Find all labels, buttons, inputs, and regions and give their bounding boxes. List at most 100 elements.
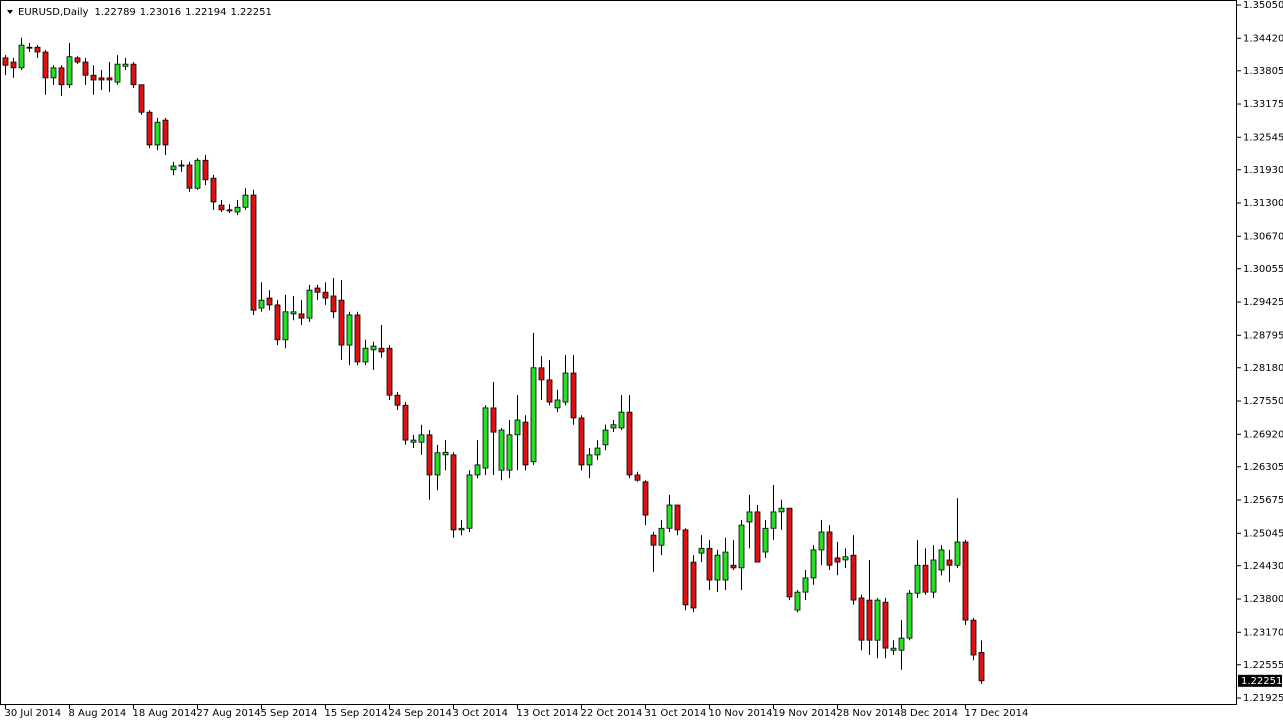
candle-body [786,507,793,598]
candle-body [2,57,9,66]
candle-body [962,541,969,621]
candle-body [866,599,873,641]
candle-body [858,597,865,641]
x-tick-label: 5 Sep 2014 [261,708,318,719]
candle-body [922,564,929,593]
candle-body [434,452,441,476]
candle-body [954,541,961,566]
candle-body [354,314,361,363]
candle-body [938,549,945,571]
candle-body [450,454,457,531]
y-tick-label: 1.22555 [1243,660,1283,671]
candle-body [306,289,313,319]
candle-body [250,194,257,311]
x-tick-label: 30 Jul 2014 [5,708,62,719]
candle-body [946,559,953,566]
y-tick-label: 1.26305 [1243,462,1283,473]
y-tick-label: 1.21925 [1243,693,1283,704]
candle-body [730,564,737,569]
candle-body [626,411,633,476]
candle-body [394,394,401,406]
x-tick-label: 13 Oct 2014 [517,708,579,719]
x-tick-label: 17 Dec 2014 [965,708,1029,719]
x-tick-label: 8 Aug 2014 [69,708,127,719]
candle-body [218,204,225,211]
candle-body [978,652,985,682]
candle-body [298,313,305,319]
candle-body [290,311,297,315]
candle-body [242,194,249,208]
y-tick-label: 1.26920 [1243,429,1283,440]
candle-body [642,481,649,516]
candle-body [42,51,49,79]
candle-body [762,527,769,553]
x-tick-label: 22 Oct 2014 [581,708,643,719]
candle-body [674,504,681,531]
candle-body [658,527,665,546]
candle-body [226,209,233,212]
candle-body [266,297,273,306]
y-tick-label: 1.27550 [1243,396,1283,407]
candle-body [122,63,129,67]
candle-body [178,164,185,167]
candle-body [890,647,897,651]
candle-body [522,421,529,466]
y-tick-label: 1.28795 [1243,330,1283,341]
candle-body [282,311,289,341]
candle-body [146,111,153,146]
candle-body [602,429,609,446]
candle-body [418,434,425,443]
y-tick-label: 1.29425 [1243,297,1283,308]
candle-body [346,314,353,346]
candle-body [682,529,689,606]
candle-body [114,63,121,83]
candle-body [802,577,809,593]
candle-body [362,347,369,363]
plot-frame [0,0,1237,705]
y-tick-label: 1.33805 [1243,66,1283,77]
current-price-box [1238,674,1282,687]
menu-arrow[interactable] [7,10,13,14]
candle-body [314,287,321,293]
candle-body [330,295,337,313]
candle-body [690,561,697,609]
x-tick-label: 19 Nov 2014 [773,708,837,719]
candle-body [498,429,505,471]
candle-body [138,84,145,113]
low-value: 1.22194 [185,7,226,18]
candle-body [162,119,169,146]
y-tick-label: 1.28180 [1243,363,1283,374]
candle-body [562,372,569,403]
candle-body [130,63,137,86]
candle-body [98,77,105,81]
candle-body [50,67,57,79]
candle-body [458,527,465,531]
candle-body [570,372,577,419]
chart-title: EURUSD,Daily [18,7,89,18]
candle-body [970,619,977,656]
candle-body [26,46,33,49]
candle-body [586,454,593,466]
candle-body [82,61,89,76]
current-price-label: 1.22251 [1241,676,1282,687]
candle-body [474,464,481,476]
candle-body [618,411,625,429]
y-tick-label: 1.33175 [1243,99,1283,110]
candle-body [722,551,729,581]
candle-body [74,57,81,63]
candle-body [378,347,385,353]
y-tick-label: 1.30055 [1243,264,1283,275]
high-value: 1.23016 [140,7,181,18]
candle-body [698,547,705,554]
y-tick-label: 1.30670 [1243,231,1283,242]
candle-body [154,121,161,146]
x-tick-label: 27 Aug 2014 [197,708,261,719]
candle-body [274,304,281,341]
candle-body [634,474,641,481]
candle-body [554,399,561,409]
chart-header: EURUSD,Daily 1.22789 1.23016 1.22194 1.22251 [18,7,272,18]
candle-body [818,531,825,551]
x-tick-label: 24 Sep 2014 [389,708,452,719]
candle-body [850,554,857,601]
